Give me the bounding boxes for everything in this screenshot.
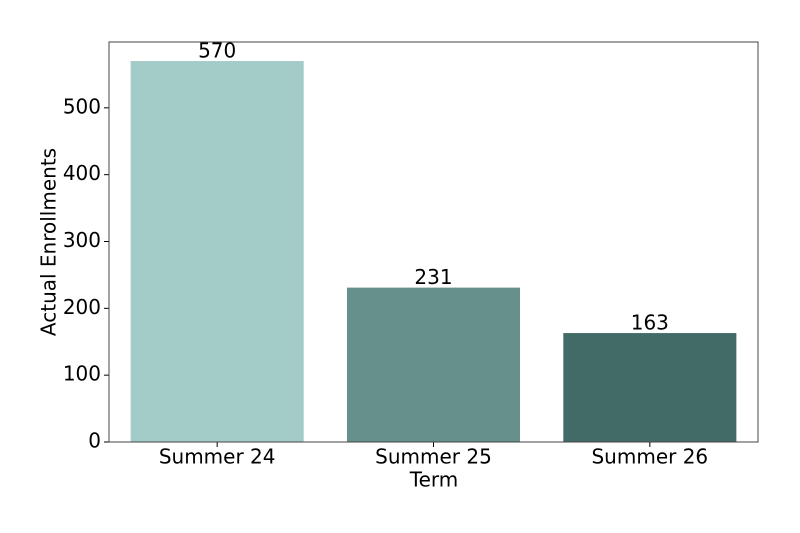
data-label: 570 — [198, 39, 236, 63]
x-tick-label: Summer 24 — [159, 445, 276, 469]
y-tick-label: 500 — [63, 94, 101, 118]
data-label: 163 — [631, 311, 669, 335]
y-tick-label: 300 — [63, 228, 101, 252]
plot-frame — [108, 41, 759, 443]
x-tick-label: Summer 26 — [591, 445, 708, 469]
y-axis-label: Actual Enrollments — [37, 148, 61, 336]
x-tick-label: Summer 25 — [375, 445, 492, 469]
y-tick-label: 400 — [63, 161, 101, 185]
y-tick-label: 100 — [63, 362, 101, 386]
bar — [563, 333, 737, 442]
bar — [346, 287, 521, 442]
y-tick-label: 0 — [88, 429, 101, 453]
bar — [130, 61, 304, 443]
data-label: 231 — [414, 265, 452, 289]
y-tick-label: 200 — [63, 295, 101, 319]
x-axis-label: Term — [409, 468, 458, 492]
